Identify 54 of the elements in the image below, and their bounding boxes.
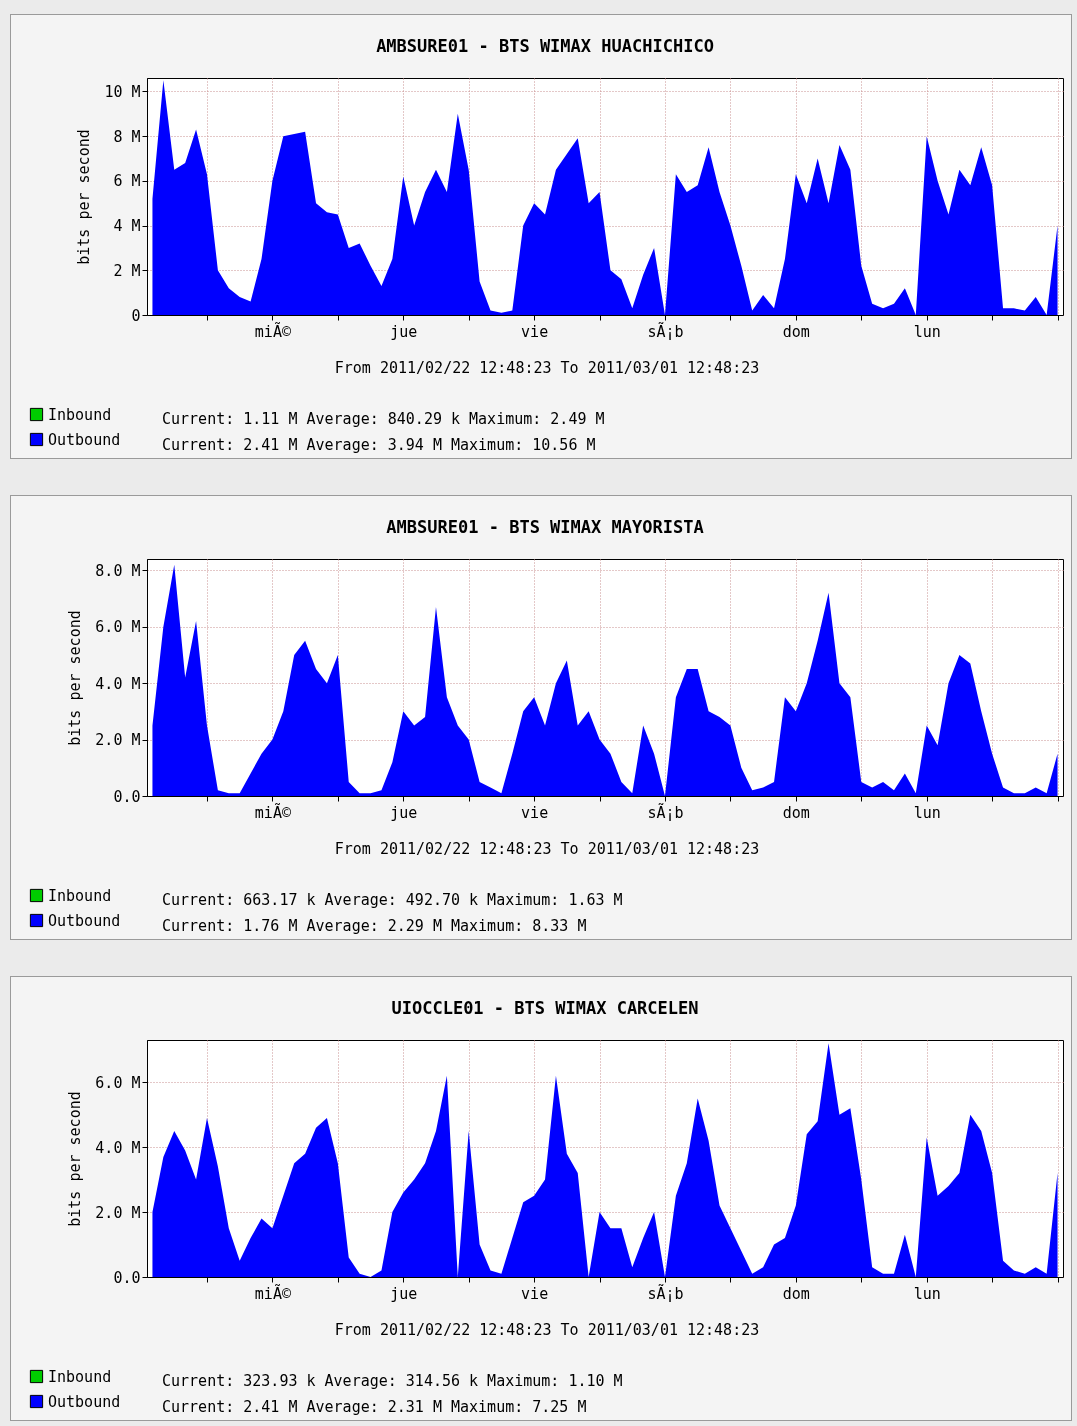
y-tick-label: 2.0 M: [95, 731, 141, 750]
y-tick-label: 4.0 M: [95, 1138, 141, 1157]
y-tick-label: 2.0 M: [95, 1203, 141, 1222]
x-tick-label: jue: [390, 1284, 418, 1303]
x-tick-label: vie: [521, 1284, 549, 1303]
y-tick-label: 0.0: [113, 787, 141, 806]
text: From 2011/02/22 12:48:23 To 2011/03/01 12:48:23: [334, 359, 760, 377]
y-tick-label: 0: [131, 306, 141, 325]
x-tick-label: sÃ¡b: [647, 1283, 684, 1303]
text: Current: 1.76 M Average: 2.29 M Maximum: 8.33 M: [162, 917, 587, 935]
text: From 2011/02/22 12:48:23 To 2011/03/01 12:48:23: [334, 1321, 760, 1339]
x-tick-label: lun: [913, 803, 941, 822]
text: Current: 663.17 k Average: 492.70 k Maximum: 1.63 M: [162, 891, 623, 909]
legend-label: Outbound: [48, 430, 121, 449]
y-tick-label: 8.0 M: [95, 561, 141, 580]
x-tick-label: dom: [782, 803, 810, 822]
x-tick-label: dom: [782, 322, 810, 341]
x-tick-label: miÃ©: [254, 802, 292, 822]
legend-label: Outbound: [48, 911, 121, 930]
x-tick-label: vie: [521, 803, 549, 822]
y-axis-title: bits per second: [75, 129, 94, 265]
x-tick-label: dom: [782, 1284, 810, 1303]
y-tick-label: 0.0: [113, 1268, 141, 1287]
x-tick-label: lun: [913, 1284, 941, 1303]
y-axis-title: bits per second: [66, 610, 85, 746]
y-tick-label: 8 M: [113, 127, 141, 146]
x-tick-label: vie: [521, 322, 549, 341]
text: From 2011/02/22 12:48:23 To 2011/03/01 12:48:23: [334, 840, 760, 858]
chart-title: AMBSURE01 - BTS WIMAX HUACHICHICO: [376, 36, 714, 56]
chart-title: UIOCCLE01 - BTS WIMAX CARCELEN: [391, 998, 699, 1018]
chart-title: AMBSURE01 - BTS WIMAX MAYORISTA: [386, 517, 704, 537]
y-tick-label: 6 M: [113, 172, 141, 191]
y-tick-label: 6.0 M: [95, 618, 141, 637]
y-tick-label: 2 M: [113, 261, 141, 280]
legend-label: Inbound: [48, 1367, 112, 1386]
legend-label: Inbound: [48, 886, 112, 905]
y-tick-label: 10 M: [104, 82, 141, 101]
x-tick-label: jue: [390, 803, 418, 822]
x-tick-label: jue: [390, 322, 418, 341]
x-tick-label: miÃ©: [254, 321, 292, 341]
x-tick-label: lun: [913, 322, 941, 341]
y-tick-label: 4 M: [113, 217, 141, 236]
x-tick-label: miÃ©: [254, 1283, 292, 1303]
text: Current: 2.41 M Average: 3.94 M Maximum: 10.56 M: [162, 436, 596, 454]
text: Current: 323.93 k Average: 314.56 k Maximum: 1.10 M: [162, 1372, 623, 1390]
text: Current: 2.41 M Average: 2.31 M Maximum: 7.25 M: [162, 1398, 587, 1416]
legend-label: Inbound: [48, 405, 112, 424]
y-axis-title: bits per second: [66, 1091, 85, 1227]
text: Current: 1.11 M Average: 840.29 k Maximum: 2.49 M: [162, 410, 605, 428]
x-tick-label: sÃ¡b: [647, 321, 684, 341]
y-tick-label: 6.0 M: [95, 1073, 141, 1092]
x-tick-label: sÃ¡b: [647, 802, 684, 822]
y-tick-label: 4.0 M: [95, 674, 141, 693]
legend-label: Outbound: [48, 1392, 121, 1411]
